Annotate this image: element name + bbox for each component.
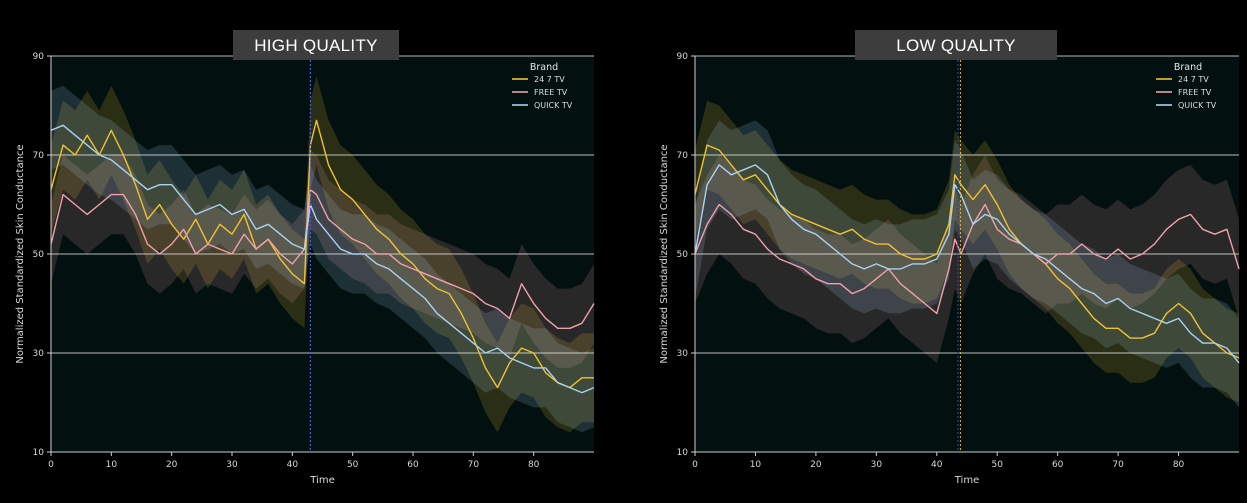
y-tick-label: 50 [677, 250, 689, 260]
legend-label-free-tv: FREE TV [1178, 88, 1212, 97]
x-tick-label: 0 [692, 460, 698, 470]
y-tick-label: 70 [33, 151, 45, 161]
x-tick-label: 0 [48, 460, 54, 470]
x-tick-label: 10 [106, 460, 118, 470]
series-line-free-tv [694, 203, 1240, 315]
x-tick-label: 60 [1052, 460, 1064, 470]
x-tick-label: 10 [750, 460, 762, 470]
x-tick-label: 30 [226, 460, 238, 470]
x-axis-title: Time [954, 475, 979, 486]
y-tick-label: 90 [33, 52, 45, 62]
y-axis-title: Normalized Standardized Skin Conductance [15, 144, 26, 363]
y-tick-label: 30 [677, 349, 689, 359]
y-tick-label: 10 [33, 448, 45, 458]
legend-label-24-7-tv: 24 7 TV [1178, 75, 1209, 84]
x-axis-title: Time [309, 475, 334, 486]
x-tick-label: 70 [468, 460, 480, 470]
x-tick-label: 80 [1173, 460, 1185, 470]
confidence-band-quick-tv [695, 120, 1239, 408]
legend-label-free-tv: FREE TV [534, 88, 568, 97]
series-line-quick-tv [694, 164, 1240, 364]
legend-label-quick-tv: QUICK TV [534, 101, 573, 110]
high-quality-title-banner [233, 30, 399, 60]
x-tick-label: 40 [287, 460, 299, 470]
chart-title: LOW QUALITY [896, 36, 1016, 55]
x-tick-label: 40 [931, 460, 943, 470]
confidence-band-free-tv [695, 155, 1239, 363]
y-tick-label: 70 [677, 151, 689, 161]
x-tick-label: 80 [528, 460, 540, 470]
legend-title: Brand [1174, 62, 1202, 73]
x-tick-label: 30 [871, 460, 883, 470]
low-quality-title-banner [855, 30, 1057, 60]
x-tick-label: 20 [166, 460, 178, 470]
y-tick-label: 50 [33, 250, 45, 260]
chart-title: HIGH QUALITY [254, 36, 378, 55]
legend-label-quick-tv: QUICK TV [1178, 101, 1217, 110]
x-tick-label: 60 [407, 460, 419, 470]
confidence-band-quick-tv [51, 85, 594, 433]
series-line-24-7-tv [50, 119, 594, 389]
low-quality-chart-panel: 10 30 50 70 90 0 10 20 30 40 50 60 70 80 Time Normalize… [624, 0, 1247, 503]
legend-title: Brand [530, 62, 558, 73]
series-line-24-7-tv [694, 144, 1240, 359]
x-tick-label: 70 [1112, 460, 1124, 470]
confidence-band-24-7-tv [51, 75, 594, 433]
high-quality-chart-panel: 10 30 50 70 90 0 10 20 30 40 50 60 70 80 Time Normalize… [15, 30, 595, 486]
x-tick-label: 50 [347, 460, 359, 470]
series-line-quick-tv [50, 124, 595, 394]
x-tick-label: 50 [991, 460, 1003, 470]
y-axis-title: Normalized Standardized Skin Conductance [659, 144, 670, 363]
y-tick-label: 30 [33, 349, 45, 359]
legend-label-24-7-tv: 24 7 TV [534, 75, 565, 84]
y-tick-label: 10 [677, 448, 689, 458]
series-line-free-tv [50, 189, 595, 329]
x-tick-label: 20 [810, 460, 822, 470]
y-tick-label: 90 [677, 52, 689, 62]
confidence-band-free-tv [51, 150, 594, 368]
confidence-band-24-7-tv [695, 100, 1239, 403]
